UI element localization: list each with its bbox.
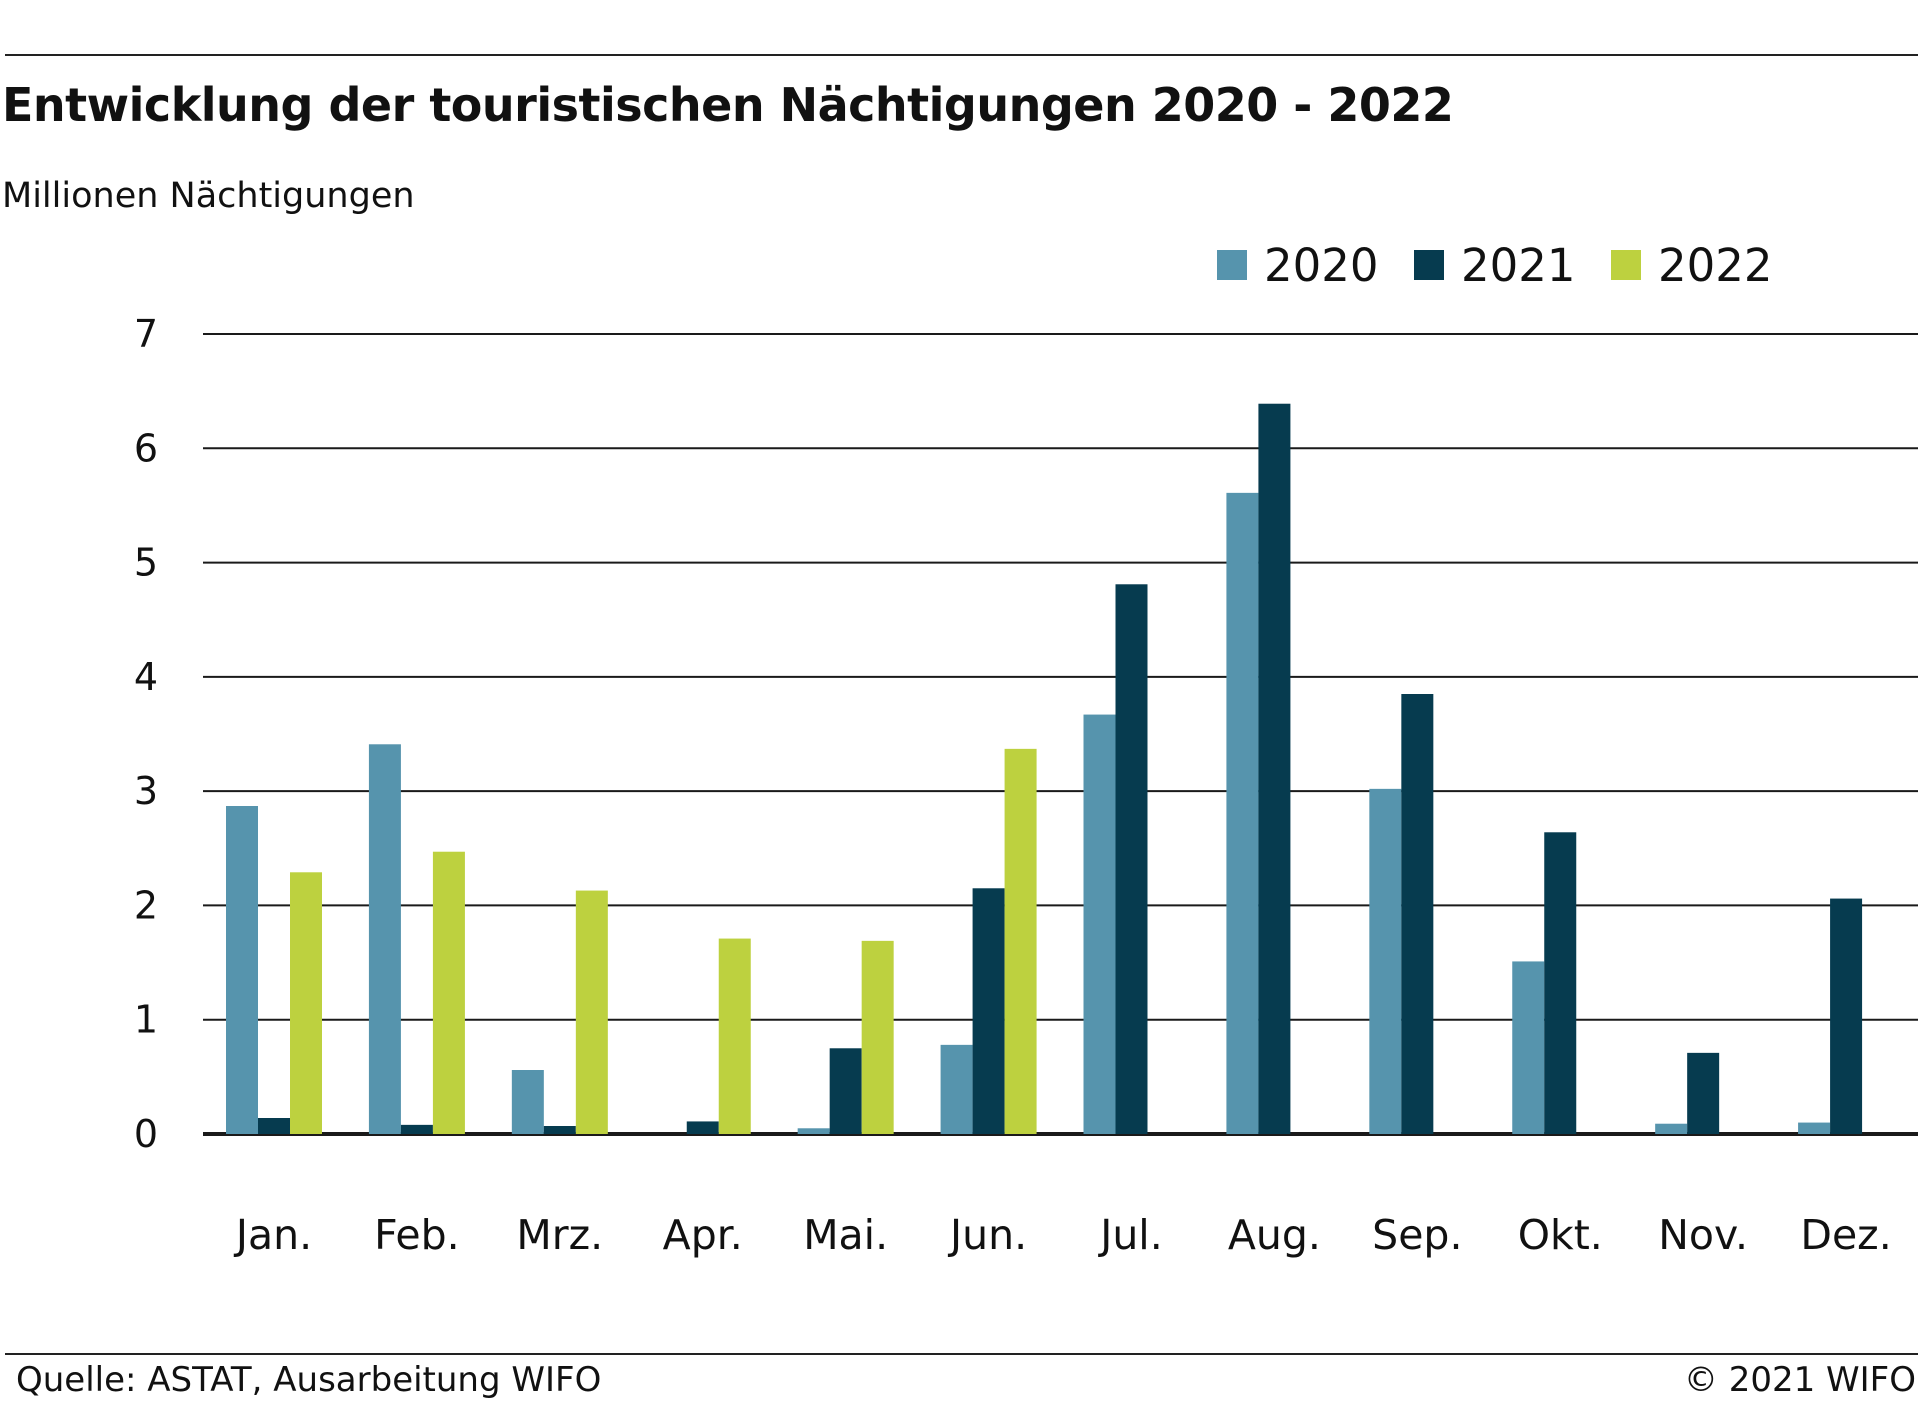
legend-swatch-2020 xyxy=(1217,250,1247,280)
y-tick-label: 2 xyxy=(134,883,158,927)
legend: 2020 2021 2022 xyxy=(1217,239,1773,292)
bar-2020-sep xyxy=(1369,788,1402,1134)
x-tick-label: Dez. xyxy=(1800,1211,1891,1259)
bar-2022-jan xyxy=(290,872,322,1134)
bar-2022-apr xyxy=(718,938,751,1134)
bar-2021-jul xyxy=(1115,584,1148,1134)
legend-swatch-2022 xyxy=(1611,250,1641,280)
legend-label-2020: 2020 xyxy=(1264,239,1379,292)
bar-2020-dez xyxy=(1798,1122,1831,1134)
bar-2022-mai xyxy=(861,940,894,1134)
legend-swatch-2021 xyxy=(1414,250,1444,280)
top-rule xyxy=(5,54,1918,56)
y-tick-label: 5 xyxy=(134,541,158,585)
x-tick-label: Okt. xyxy=(1518,1211,1603,1259)
x-tick-label: Jun. xyxy=(947,1211,1027,1259)
bar-2020-mai xyxy=(797,1128,830,1134)
y-axis-label: Millionen Nächtigungen xyxy=(2,176,415,216)
bar-2021-aug xyxy=(1258,403,1291,1134)
bar-2020-okt xyxy=(1512,961,1545,1134)
bar-2020-nov xyxy=(1655,1123,1688,1134)
x-tick-label: Aug. xyxy=(1228,1211,1321,1259)
y-tick-label: 3 xyxy=(134,769,158,813)
bar-2021-mrz xyxy=(543,1126,576,1134)
x-tick-label: Apr. xyxy=(663,1211,743,1259)
y-tick-label: 7 xyxy=(134,312,158,356)
y-tick-label: 4 xyxy=(134,655,158,699)
bar-2020-jun xyxy=(940,1044,973,1134)
x-tick-label: Mrz. xyxy=(516,1211,603,1259)
y-tick-label: 0 xyxy=(134,1112,158,1156)
bar-2020-jan xyxy=(226,806,258,1134)
x-tick-label: Nov. xyxy=(1658,1211,1748,1259)
bar-chart: 0 1 2 3 4 5 6 7 Jan. Feb. Mrz. Apr. Mai. Jun. Jul. Aug… xyxy=(134,239,1918,1259)
bars xyxy=(226,403,1863,1134)
bar-2021-dez xyxy=(1830,898,1863,1134)
x-axis-ticks: Jan. Feb. Mrz. Apr. Mai. Jun. Jul. Aug. Sep. Okt.… xyxy=(233,1211,1892,1259)
bar-2021-mai xyxy=(829,1048,862,1134)
bar-2021-apr xyxy=(686,1121,719,1134)
bar-2021-jun xyxy=(972,888,1005,1134)
gridlines xyxy=(203,333,1918,1136)
bar-2020-aug xyxy=(1226,492,1259,1134)
bar-2022-jun xyxy=(1004,748,1037,1134)
bottom-rule xyxy=(5,1353,1918,1355)
bar-2021-sep xyxy=(1401,694,1434,1134)
x-tick-label: Sep. xyxy=(1372,1211,1462,1259)
bar-2021-jan xyxy=(258,1118,290,1134)
bar-2022-mrz xyxy=(575,890,608,1134)
bar-2021-feb xyxy=(400,1124,433,1134)
y-tick-label: 1 xyxy=(134,998,158,1042)
y-tick-label: 6 xyxy=(134,426,158,470)
x-tick-label: Feb. xyxy=(374,1211,460,1259)
source-note: Quelle: ASTAT, Ausarbeitung WIFO xyxy=(16,1360,602,1400)
bar-2022-feb xyxy=(432,851,465,1134)
x-tick-label: Jan. xyxy=(233,1211,312,1259)
bar-2021-nov xyxy=(1687,1052,1720,1134)
copyright-note: © 2021 WIFO xyxy=(1683,1360,1916,1400)
bar-2020-feb xyxy=(368,744,401,1134)
legend-label-2021: 2021 xyxy=(1461,239,1576,292)
legend-label-2022: 2022 xyxy=(1658,239,1773,292)
bar-2020-mrz xyxy=(511,1070,544,1134)
y-axis-ticks: 0 1 2 3 4 5 6 7 xyxy=(134,312,158,1156)
x-tick-label: Mai. xyxy=(803,1211,888,1259)
chart-title: Entwicklung der touristischen Nächtigung… xyxy=(2,78,1454,132)
x-tick-label: Jul. xyxy=(1097,1211,1163,1259)
bar-2021-okt xyxy=(1544,832,1577,1134)
bar-2020-jul xyxy=(1083,714,1116,1134)
